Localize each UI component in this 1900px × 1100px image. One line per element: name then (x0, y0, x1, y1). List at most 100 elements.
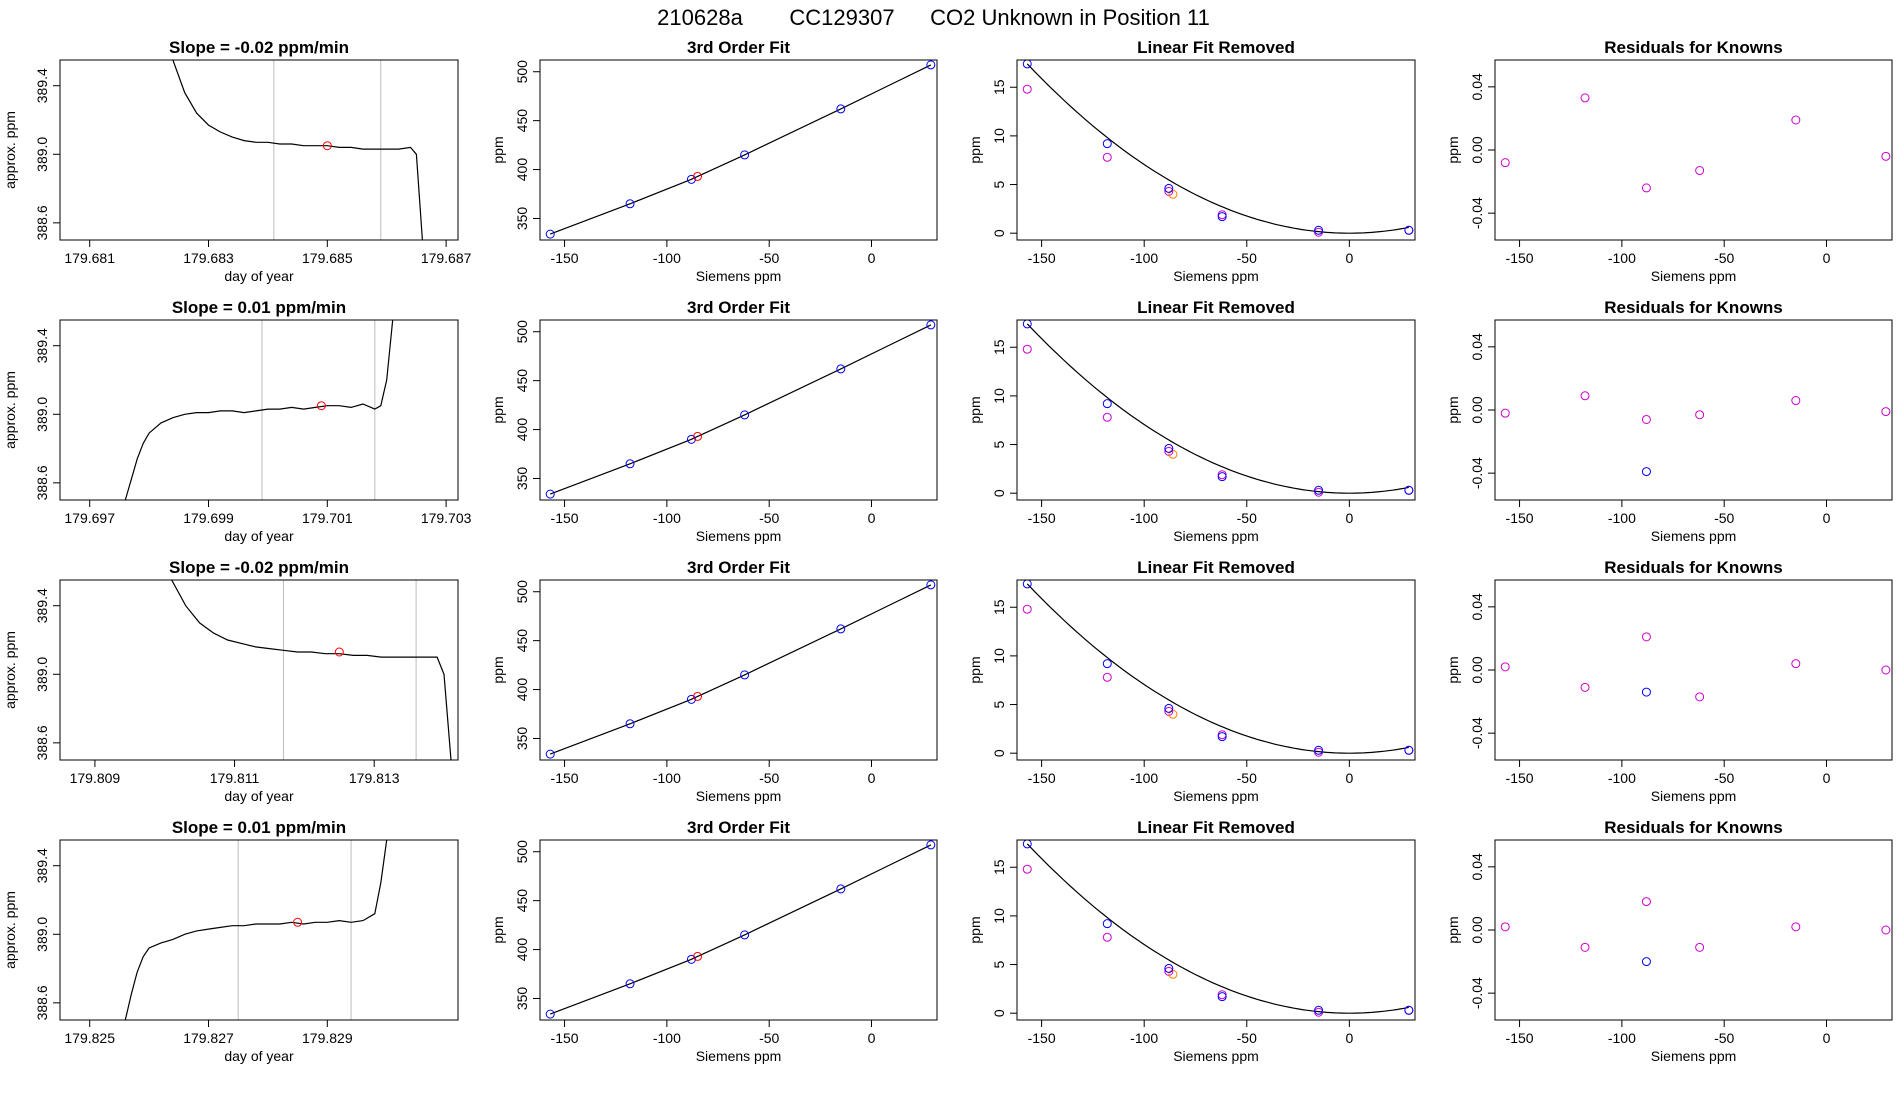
residual-point (1580, 682, 1590, 692)
y-tick-label: 10 (991, 908, 1007, 924)
y-axis: -0.04 0.00 0.04 (1469, 853, 1495, 1009)
residual-point (1500, 662, 1510, 672)
plot-frame (539, 59, 938, 241)
residual-point (1695, 410, 1705, 420)
known-point (1217, 990, 1227, 1000)
residual-point (1580, 942, 1590, 952)
x-tick-label: 179.829 (302, 1030, 353, 1046)
y-tick-label: 5 (991, 440, 1007, 448)
fit-curve (549, 64, 932, 235)
fit-point (625, 719, 635, 729)
x-tick-label: -100 (653, 510, 681, 526)
residual-point (1791, 115, 1801, 125)
y-tick-label: 400 (514, 678, 530, 702)
y-axis-label: approx. ppm (2, 631, 18, 709)
x-tick-label: 179.699 (183, 510, 234, 526)
residual-point (1641, 183, 1651, 193)
x-tick-label: 0 (1823, 250, 1831, 266)
fit-point (836, 624, 846, 634)
fit-point (625, 199, 635, 209)
x-tick-label: -50 (1237, 1030, 1257, 1046)
residual-point (1695, 942, 1705, 952)
y-axis: 388.6 389.0 389.4 (34, 588, 60, 760)
y-tick-label: 400 (514, 158, 530, 182)
known-point (1102, 932, 1112, 942)
x-tick-label: -50 (1714, 770, 1734, 786)
fit-curve (549, 584, 932, 755)
y-tick-label: 0 (991, 489, 1007, 497)
y-axis-label: ppm (1445, 396, 1461, 423)
y-tick-label: 388.6 (34, 205, 50, 240)
y-tick-label: 388.6 (34, 985, 50, 1020)
x-tick-label: 179.813 (349, 770, 400, 786)
fitted-point (1404, 1005, 1414, 1015)
residual-point (1580, 391, 1590, 401)
known-point (1022, 84, 1032, 94)
y-tick-label: 389.4 (34, 848, 50, 883)
y-tick-label: 350 (514, 727, 530, 751)
panel-resid-row4: Residuals for Knowns -150 -100 -50 0 Siemens … (1445, 818, 1893, 1064)
known-point (1102, 152, 1112, 162)
y-tick-label: 389.4 (34, 328, 50, 363)
x-axis-label: Siemens ppm (1651, 1048, 1737, 1064)
fit-point (926, 60, 936, 70)
x-axis: 179.809 179.811 179.813 (70, 760, 400, 786)
fit-point (836, 104, 846, 114)
x-axis: -150 -100 -50 0 (1028, 1020, 1353, 1046)
fit-point (740, 410, 750, 420)
y-tick-label: 389.4 (34, 68, 50, 103)
average-marker (334, 647, 344, 657)
x-tick-label: 179.683 (183, 250, 234, 266)
y-tick-label: 15 (991, 79, 1007, 95)
tank-label: CC129307 (789, 5, 894, 30)
fitted-point (1404, 225, 1414, 235)
x-tick-label: -150 (1506, 770, 1534, 786)
y-axis: 0 5 10 15 (991, 859, 1017, 1017)
x-tick-label: 179.685 (302, 250, 353, 266)
fitted-point (1102, 139, 1112, 149)
fitted-point (1404, 485, 1414, 495)
fit-point (836, 364, 846, 374)
y-tick-label: 388.6 (34, 725, 50, 760)
y-tick-label: 10 (991, 388, 1007, 404)
fitted-point (1164, 703, 1174, 713)
panel-linfit-row3: Linear Fit Removed -150 -100 -50 0 Siemens pp… (967, 558, 1416, 804)
y-axis-label: ppm (490, 916, 506, 943)
y-axis-label: ppm (1445, 136, 1461, 163)
residual-point (1881, 151, 1891, 161)
fit-point (693, 691, 703, 701)
plot-frame (59, 579, 459, 761)
drift-series-line (124, 840, 388, 1020)
known-point (1022, 604, 1032, 614)
fit-point (740, 930, 750, 940)
plot-area (545, 840, 936, 1019)
residual-point (1500, 408, 1510, 418)
x-tick-label: 0 (868, 250, 876, 266)
residual-point (1500, 158, 1510, 168)
fit-point (926, 840, 936, 850)
x-tick-label: 179.825 (64, 1030, 115, 1046)
plot-frame (1494, 839, 1893, 1021)
drift-series-line (124, 320, 394, 500)
y-axis-label: approx. ppm (2, 111, 18, 189)
y-tick-label: 350 (514, 987, 530, 1011)
residual-point-alt (1641, 957, 1651, 967)
x-tick-label: 0 (1345, 250, 1353, 266)
x-axis: -150 -100 -50 0 (1028, 760, 1353, 786)
fitted-point (1022, 580, 1032, 589)
residual-curve (1026, 323, 1409, 494)
x-tick-label: -100 (1608, 1030, 1636, 1046)
residual-curve (1026, 63, 1409, 234)
y-tick-label: 0.00 (1469, 656, 1485, 683)
x-tick-label: 179.811 (210, 770, 260, 786)
x-tick-label: -150 (1028, 1030, 1056, 1046)
x-axis-label: day of year (224, 268, 294, 284)
plot-area (1022, 60, 1414, 237)
fit-point (545, 1009, 555, 1019)
x-axis: -150 -100 -50 0 (551, 1020, 876, 1046)
panel-title: Residuals for Knowns (1604, 558, 1783, 577)
y-tick-label: 450 (514, 629, 530, 653)
plot-area (124, 320, 394, 500)
